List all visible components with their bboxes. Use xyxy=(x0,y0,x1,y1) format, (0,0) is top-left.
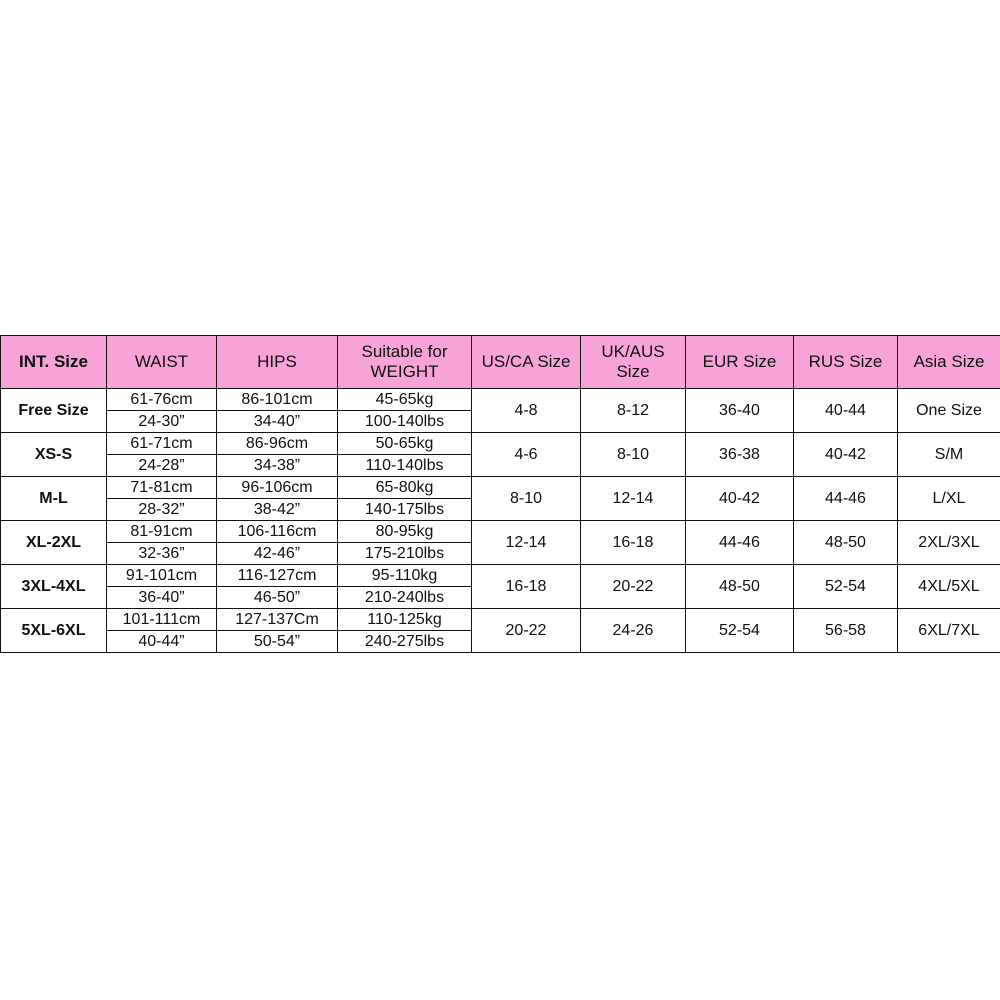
eur-size: 36-38 xyxy=(685,432,794,477)
hips-cell: 42-46” xyxy=(216,542,338,565)
rus-size: 52-54 xyxy=(793,564,898,609)
waist-cell: 24-28” xyxy=(106,454,217,477)
hips-cell: 127-137Cm xyxy=(216,608,338,631)
hips-cell: 86-101cm xyxy=(216,388,338,411)
weight-cell: 45-65kg xyxy=(337,388,472,411)
hips-cell: 38-42” xyxy=(216,498,338,521)
waist-cell: 24-30” xyxy=(106,410,217,433)
uk-size: 8-12 xyxy=(580,388,686,433)
int-size: 5XL-6XL xyxy=(0,608,107,653)
size-row: 3XL-4XL 91-101cm 116-127cm 95-110kg 16-18 20-… xyxy=(0,564,1000,609)
asia-size: L/XL xyxy=(897,476,1000,521)
column-header: Suitable for WEIGHT xyxy=(337,335,472,389)
waist-cell: 71-81cm xyxy=(106,476,217,499)
size-subrow: 24-28” 34-38” 110-140lbs xyxy=(1,454,1000,477)
uk-size: 24-26 xyxy=(580,608,686,653)
us-size: 4-8 xyxy=(471,388,581,433)
eur-size: 52-54 xyxy=(685,608,794,653)
asia-size: One Size xyxy=(897,388,1000,433)
us-size: 20-22 xyxy=(471,608,581,653)
waist-cell: 28-32” xyxy=(106,498,217,521)
rus-size: 48-50 xyxy=(793,520,898,565)
waist-cell: 36-40” xyxy=(106,586,217,609)
int-size: Free Size xyxy=(0,388,107,433)
waist-cell: 101-111cm xyxy=(106,608,217,631)
weight-cell: 210-240lbs xyxy=(337,586,472,609)
weight-cell: 110-125kg xyxy=(337,608,472,631)
int-size: 3XL-4XL xyxy=(0,564,107,609)
rus-size: 56-58 xyxy=(793,608,898,653)
waist-cell: 91-101cm xyxy=(106,564,217,587)
size-row: Free Size 61-76cm 86-101cm 45-65kg 4-8 8-12 36… xyxy=(0,388,1000,433)
eur-size: 40-42 xyxy=(685,476,794,521)
rus-size: 40-42 xyxy=(793,432,898,477)
column-header: EUR Size xyxy=(685,335,794,389)
weight-cell: 50-65kg xyxy=(337,432,472,455)
int-size: M-L xyxy=(0,476,107,521)
size-subrow: 32-36” 42-46” 175-210lbs xyxy=(1,542,1000,565)
hips-cell: 106-116cm xyxy=(216,520,338,543)
hips-cell: 96-106cm xyxy=(216,476,338,499)
column-header: HIPS xyxy=(216,335,338,389)
int-size: XL-2XL xyxy=(0,520,107,565)
waist-cell: 32-36” xyxy=(106,542,217,565)
weight-cell: 175-210lbs xyxy=(337,542,472,565)
us-size: 8-10 xyxy=(471,476,581,521)
hips-cell: 34-40” xyxy=(216,410,338,433)
hips-cell: 34-38” xyxy=(216,454,338,477)
us-size: 16-18 xyxy=(471,564,581,609)
column-header: RUS Size xyxy=(793,335,898,389)
column-header: WAIST xyxy=(106,335,217,389)
size-row: XS-S 61-71cm 86-96cm 50-65kg 4-6 8-10 36-38 40-… xyxy=(0,432,1000,477)
us-size: 4-6 xyxy=(471,432,581,477)
uk-size: 8-10 xyxy=(580,432,686,477)
waist-cell: 40-44” xyxy=(106,630,217,653)
waist-cell: 61-71cm xyxy=(106,432,217,455)
hips-cell: 116-127cm xyxy=(216,564,338,587)
weight-cell: 140-175lbs xyxy=(337,498,472,521)
waist-cell: 61-76cm xyxy=(106,388,217,411)
column-header: Asia Size xyxy=(897,335,1000,389)
uk-size: 12-14 xyxy=(580,476,686,521)
size-row: XL-2XL 81-91cm 106-116cm 80-95kg 12-14 16-18 4… xyxy=(0,520,1000,565)
asia-size: 4XL/5XL xyxy=(897,564,1000,609)
eur-size: 36-40 xyxy=(685,388,794,433)
size-row: 5XL-6XL 101-111cm 127-137Cm 110-125kg 20-22 2… xyxy=(0,608,1000,653)
rus-size: 40-44 xyxy=(793,388,898,433)
waist-cell: 81-91cm xyxy=(106,520,217,543)
us-size: 12-14 xyxy=(471,520,581,565)
uk-size: 16-18 xyxy=(580,520,686,565)
uk-size: 20-22 xyxy=(580,564,686,609)
hips-cell: 50-54” xyxy=(216,630,338,653)
weight-cell: 65-80kg xyxy=(337,476,472,499)
eur-size: 48-50 xyxy=(685,564,794,609)
rus-size: 44-46 xyxy=(793,476,898,521)
weight-cell: 100-140lbs xyxy=(337,410,472,433)
weight-cell: 110-140lbs xyxy=(337,454,472,477)
size-subrow: 40-44” 50-54” 240-275lbs xyxy=(1,630,1000,653)
column-header: INT. Size xyxy=(0,335,107,389)
asia-size: 6XL/7XL xyxy=(897,608,1000,653)
weight-cell: 80-95kg xyxy=(337,520,472,543)
hips-cell: 46-50” xyxy=(216,586,338,609)
column-header: UK/AUS Size xyxy=(580,335,686,389)
weight-cell: 240-275lbs xyxy=(337,630,472,653)
size-row: M-L 71-81cm 96-106cm 65-80kg 8-10 12-14 40-42 4… xyxy=(0,476,1000,521)
asia-size: 2XL/3XL xyxy=(897,520,1000,565)
eur-size: 44-46 xyxy=(685,520,794,565)
hips-cell: 86-96cm xyxy=(216,432,338,455)
size-subrow: 36-40” 46-50” 210-240lbs xyxy=(1,586,1000,609)
column-header: US/CA Size xyxy=(471,335,581,389)
asia-size: S/M xyxy=(897,432,1000,477)
size-table: INT. Size WAIST HIPS Suitable for WEIGHT US/… xyxy=(0,335,1000,653)
table-body: Free Size 61-76cm 86-101cm 45-65kg 4-8 8-12 36… xyxy=(0,388,1000,653)
weight-cell: 95-110kg xyxy=(337,564,472,587)
int-size: XS-S xyxy=(0,432,107,477)
header-row: INT. Size WAIST HIPS Suitable for WEIGHT US/… xyxy=(0,335,1000,389)
